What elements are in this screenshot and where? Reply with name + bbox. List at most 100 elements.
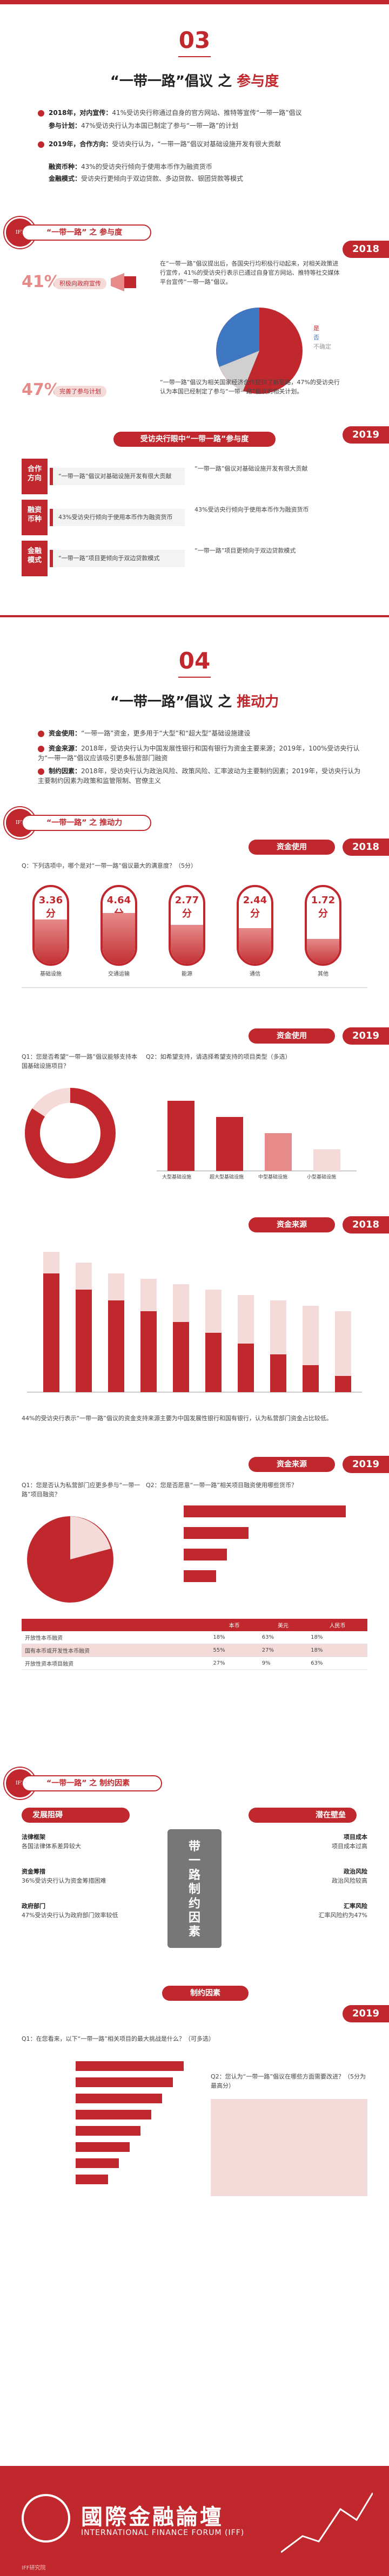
- gauge-fill: [35, 919, 67, 964]
- bullet-2: 参与计划：47%受访央行认为本国已制定了参与“一带一路”的计划: [49, 121, 362, 131]
- gauge-score: 1.72分: [311, 895, 336, 919]
- para-2018-a: 在“一带一路”倡议提出后，各国央行均积极行动起来，对相关政策进行宣传，41%的受…: [160, 260, 340, 286]
- gauge-cap-1: 基础设施: [40, 971, 62, 977]
- side-note-a: “一带一路”倡议对基础设施开发有很大贡献: [194, 465, 308, 472]
- bullet-3: 2019年，合作方向：受访央行认为，“一带一路”倡议对基础设施开发有很大贡献: [38, 139, 362, 149]
- bullet-tag: 融资币种：: [49, 163, 82, 171]
- s4-bullet-1: 资金使用：“一带一路”资金，更多用于“大型”和“超大型”基础设施建设: [38, 728, 362, 738]
- bullet-tag: 资金来源：: [49, 745, 82, 752]
- q-currency: Q2：您是否愿意“一带一路”相关项目融资使用哪些货币？: [146, 1482, 298, 1489]
- bar-small: [313, 1149, 340, 1171]
- item-text: 各国法律体系差异较大: [22, 1843, 81, 1850]
- table-cell: 开放性资本项目融资: [22, 1657, 210, 1670]
- megaphone-icon: [111, 273, 136, 291]
- table-header: 美元: [258, 1619, 308, 1631]
- pie-chart-2018: [216, 308, 303, 394]
- right-title: 潜在壁垒: [249, 1808, 357, 1823]
- currency-table: 本币 美元 人民币 开放性本币融资 18% 63% 18% 国有本币或开发性本币…: [22, 1619, 367, 1670]
- bullet-tag: 资金使用：: [49, 730, 82, 737]
- item-text: 36%受访央行认为资金筹措困难: [22, 1877, 106, 1885]
- bullet-text: “一带一路”资金，更多用于“大型”和“超大型”基础设施建设: [81, 730, 251, 737]
- section-title-03: “一带一路”倡议 之 参与度: [0, 70, 389, 90]
- bullet-4: 融资币种：43%的受访央行倾向于使用本币作为融资货币: [49, 162, 362, 172]
- year-2019-pill-c: 2019: [343, 1456, 389, 1473]
- item-tag: 法律框架: [22, 1834, 45, 1841]
- bar-chart-project-types: [157, 1101, 357, 1171]
- bullet-tag: 2019年，合作方向：: [49, 140, 112, 148]
- subhead-driver: “一带一路” 之 推动力: [22, 815, 151, 831]
- pct-41-label: 积极向政府宣传: [54, 278, 106, 290]
- table-header: [22, 1619, 210, 1631]
- q-private-sector: Q1：您是否认为私营部门应更多参与“一带一路”项目融资？: [22, 1482, 140, 1498]
- bullet-text: 受访央行更倾向于双边贷款、多边贷款、银团贷款等模式: [81, 175, 244, 182]
- table-header: 人民币: [307, 1619, 367, 1631]
- ribbon-fund-use-2018: 资金使用: [249, 840, 335, 855]
- pct-47: 47%: [22, 380, 61, 399]
- bullet-dot: [38, 141, 44, 148]
- section-title-04: “一带一路”倡议 之 推动力: [0, 691, 389, 711]
- bar-xlarge: [216, 1117, 243, 1171]
- table-cell: 27%: [210, 1657, 259, 1670]
- pie-private-sector: [27, 1516, 113, 1603]
- table-cell: 开放性本币融资: [22, 1631, 210, 1644]
- gauge-cap-5: 其他: [318, 971, 328, 977]
- item-text: 汇率风险约为47%: [318, 1912, 367, 1919]
- table-cell: 9%: [258, 1657, 308, 1670]
- gauge-score: 3.36分: [38, 895, 63, 919]
- gauge-3: 2.77分: [169, 885, 205, 966]
- footer: 國際金融論壇 INTERNATIONAL FINANCE FORUM (IFF)…: [0, 2466, 389, 2576]
- year-2018-pill-c: 2018: [343, 1216, 389, 1234]
- gauge-cap-3: 能源: [182, 971, 192, 977]
- q-project-types: Q2：如希望支持，请选择希望支持的项目类型（多选）: [146, 1053, 291, 1060]
- table-cell: 55%: [210, 1644, 259, 1657]
- pie-slice-unsure: [219, 351, 259, 391]
- gauge-cap-2: 交通运输: [108, 971, 130, 977]
- table-cell: 国有本币或开发性本币融资: [22, 1644, 210, 1657]
- bullet-5: 金融模式：受访央行更倾向于双边贷款、多边贷款、银团贷款等模式: [49, 174, 362, 183]
- table-row: 国有本币或开发性本币融资 55% 27% 18%: [22, 1644, 367, 1657]
- pie-slice-no: [216, 308, 259, 367]
- title-emph: 参与度: [237, 73, 279, 90]
- gauge-fill: [171, 925, 203, 964]
- ribbon-fund-source-2018: 资金来源: [249, 1217, 335, 1232]
- table-cell: 63%: [258, 1631, 308, 1644]
- pct-47-label: 完善了参与计划: [54, 386, 106, 398]
- gauge-score: 2.44分: [243, 895, 267, 919]
- hbar-challenges: [76, 2061, 184, 2184]
- bar-medium: [265, 1133, 292, 1171]
- top-rule: [0, 0, 389, 4]
- subhead-participation: “一带一路” 之 参与度: [22, 224, 151, 241]
- item-tag: 项目成本: [344, 1834, 367, 1841]
- table-cell: 18%: [307, 1631, 367, 1644]
- side-box-cooperation: 合作 方向: [22, 459, 48, 494]
- bar-cat-4: 小型基础设施: [307, 1175, 337, 1180]
- side-note-b: 43%受访央行倾向于使用本币作为融资货币: [194, 506, 309, 513]
- footer-title: 國際金融論壇: [81, 2504, 224, 2530]
- bar-large: [167, 1101, 194, 1171]
- bullet-tag: 2018年，对内宣传：: [49, 109, 112, 117]
- bullet-tag: 制约因素：: [49, 767, 82, 775]
- legend-unsure: 不确定: [313, 343, 331, 351]
- item-text: 项目成本过高: [332, 1843, 367, 1850]
- footer-subtitle: INTERNATIONAL FINANCE FORUM (IFF): [81, 2529, 245, 2537]
- gauge-4: 2.44分: [237, 885, 273, 966]
- column-chart-fund-source: [27, 1252, 362, 1393]
- bar-cat-2: 超大型基础设施: [210, 1175, 244, 1180]
- right-item-1: 项目成本项目成本过高: [232, 1832, 367, 1851]
- legend-yes: 是: [313, 325, 319, 332]
- title-prefix: “一带一路”倡议 之: [110, 73, 237, 90]
- bullet-text: 2018年，受访央行认为政治风险、政策风险、汇率波动为主要制约因素；2019年，…: [38, 767, 361, 785]
- bullet-text: 47%受访央行认为本国已制定了参与“一带一路”的计划: [81, 122, 239, 130]
- bullet-text: 43%的受访央行倾向于使用本币作为融资货币: [81, 163, 212, 171]
- item-tag: 汇率风险: [344, 1903, 367, 1910]
- table-row: 开放性本币融资 18% 63% 18%: [22, 1631, 367, 1644]
- para-fund-source: 44%的受访央行表示“一带一路”倡议的资金支持来源主要为中国发展性银行和国有银行…: [22, 1415, 332, 1422]
- iff-medal-3: IFF: [4, 1768, 36, 1799]
- ribbon-fund-source-2019: 资金来源: [249, 1457, 335, 1472]
- year-2019-pill: 2019: [343, 426, 389, 444]
- item-text: 47%受访央行认为政府部门效率较低: [22, 1912, 118, 1919]
- item-tag: 资金筹措: [22, 1868, 45, 1875]
- gauge-2: 4.64分: [100, 885, 137, 966]
- center-label: 带一路制约因素: [188, 1840, 200, 1939]
- left-item-2: 资金筹措 36%受访央行认为资金筹措困难: [22, 1867, 157, 1885]
